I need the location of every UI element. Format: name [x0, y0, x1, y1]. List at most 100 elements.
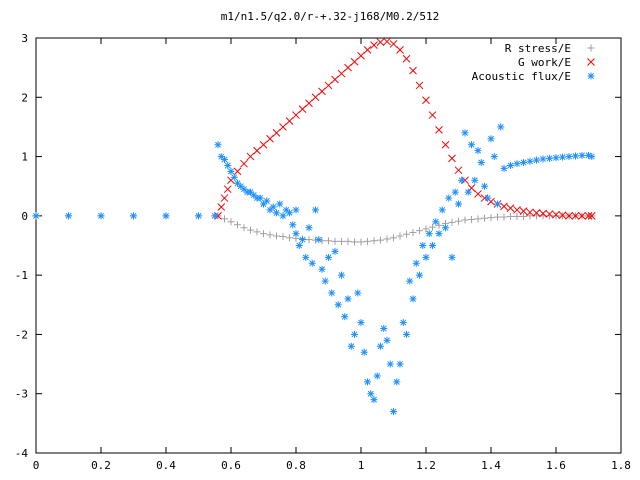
series-0 — [32, 212, 596, 246]
data-point — [441, 140, 450, 149]
data-point — [331, 247, 339, 255]
data-point — [539, 155, 547, 163]
data-point — [214, 141, 222, 149]
data-point — [286, 209, 293, 217]
data-point — [461, 129, 469, 137]
y-tick-label: -4 — [15, 447, 29, 460]
data-point — [390, 408, 397, 415]
data-point — [467, 184, 476, 192]
data-point — [253, 228, 261, 236]
data-point — [552, 212, 560, 220]
data-point — [520, 159, 527, 166]
data-point — [311, 93, 320, 102]
data-point — [464, 188, 472, 196]
data-point — [351, 238, 358, 246]
data-point — [474, 190, 482, 198]
data-point — [519, 207, 528, 215]
data-point — [455, 217, 462, 225]
data-point — [230, 173, 238, 181]
data-point — [526, 157, 534, 165]
x-tick-label: 0.6 — [221, 459, 241, 472]
data-point — [220, 194, 229, 202]
data-point — [559, 153, 566, 161]
data-point — [377, 342, 384, 350]
data-point — [246, 152, 255, 161]
data-point — [565, 212, 573, 220]
data-point — [539, 209, 547, 218]
data-point — [227, 167, 235, 175]
y-tick-label: 3 — [21, 32, 28, 45]
data-point — [471, 176, 479, 184]
data-point — [399, 319, 407, 327]
data-point — [344, 63, 352, 72]
data-point — [318, 87, 326, 96]
data-point — [484, 194, 492, 202]
data-point — [97, 212, 105, 220]
data-point — [448, 253, 456, 261]
data-point — [273, 232, 280, 240]
data-point — [396, 232, 404, 240]
data-point — [389, 40, 398, 48]
data-point — [305, 224, 313, 232]
data-point — [422, 96, 430, 105]
data-point — [331, 75, 339, 84]
data-point — [162, 212, 170, 220]
data-point — [419, 242, 427, 249]
data-point — [477, 159, 485, 166]
data-point — [289, 221, 297, 229]
data-point — [195, 212, 202, 220]
data-point — [461, 216, 469, 224]
data-point — [32, 212, 40, 220]
data-point — [507, 212, 514, 220]
data-point — [448, 154, 456, 163]
data-point — [221, 215, 228, 223]
series-1 — [214, 37, 596, 220]
data-point — [390, 234, 397, 242]
y-tick-label: 2 — [21, 91, 28, 104]
data-point — [520, 212, 527, 220]
x-tick-label: 1.8 — [611, 459, 631, 472]
data-point — [233, 167, 242, 176]
data-point — [383, 37, 391, 46]
data-point — [432, 218, 440, 226]
data-point — [497, 123, 505, 131]
data-point — [435, 126, 443, 134]
data-point — [425, 230, 433, 238]
data-point — [455, 200, 462, 208]
data-point — [351, 330, 358, 338]
data-point — [481, 214, 488, 222]
data-point — [442, 224, 449, 232]
data-point — [416, 271, 423, 279]
data-point — [396, 46, 404, 54]
series-2 — [32, 123, 596, 415]
data-point — [458, 176, 466, 184]
data-point — [256, 194, 264, 202]
data-point — [305, 236, 313, 244]
y-tick-label: -1 — [15, 269, 28, 282]
y-tick-label: 1 — [21, 151, 28, 164]
data-point — [409, 66, 417, 75]
data-point — [240, 224, 248, 232]
data-point — [438, 206, 446, 214]
data-point — [422, 253, 430, 261]
data-point — [305, 99, 313, 108]
data-point — [435, 221, 443, 229]
data-point — [367, 390, 375, 398]
data-point — [227, 218, 235, 226]
x-tick-label: 0.2 — [91, 459, 111, 472]
data-point — [533, 156, 540, 164]
data-point — [325, 237, 332, 245]
data-point — [380, 325, 388, 332]
data-point — [224, 161, 232, 169]
data-point — [393, 378, 401, 386]
data-point — [65, 212, 72, 220]
data-point — [253, 146, 261, 155]
data-point — [571, 212, 580, 220]
data-point — [588, 153, 596, 161]
data-point — [240, 159, 248, 168]
data-point — [321, 277, 329, 285]
data-point — [328, 289, 336, 297]
legend-label: R stress/E — [505, 42, 571, 55]
data-point — [223, 185, 232, 194]
data-point — [364, 378, 371, 386]
